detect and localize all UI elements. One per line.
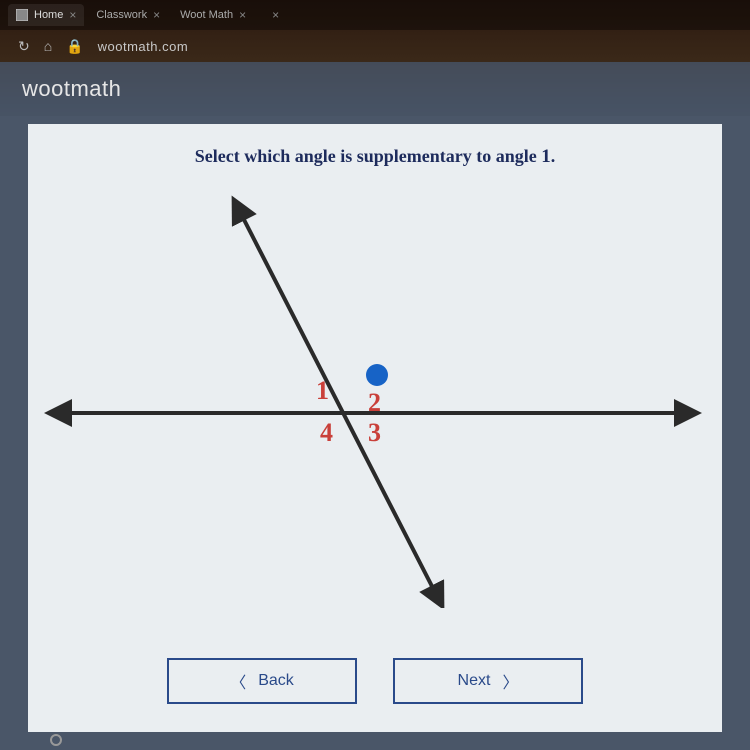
close-icon[interactable]: × xyxy=(69,8,76,22)
angle-label-1[interactable]: 1 xyxy=(316,376,329,406)
address-bar: ↻ ⌂ 🔒 wootmath.com xyxy=(0,30,750,62)
angle-label-2[interactable]: 2 xyxy=(368,388,381,418)
tab-favicon-icon xyxy=(16,9,28,21)
question-text: Select which angle is supplementary to a… xyxy=(28,146,722,168)
browser-tab[interactable]: × xyxy=(258,4,287,26)
browser-tab[interactable]: Woot Math × xyxy=(172,4,254,26)
selection-marker[interactable] xyxy=(366,364,388,386)
question-suffix: . xyxy=(551,146,556,166)
tab-label: Classwork xyxy=(96,9,147,21)
app-title: wootmath xyxy=(22,76,121,102)
url-text[interactable]: wootmath.com xyxy=(98,39,189,54)
oblique-line xyxy=(238,208,438,598)
tab-label: Home xyxy=(34,9,63,21)
lock-icon: 🔒 xyxy=(66,38,83,55)
browser-tab-strip: Home × Classwork × Woot Math × × xyxy=(0,0,750,30)
system-home-icon[interactable] xyxy=(50,734,62,746)
next-label: Next xyxy=(458,672,491,690)
browser-tab[interactable]: Classwork × xyxy=(88,4,168,26)
browser-tab[interactable]: Home × xyxy=(8,4,84,26)
tab-label: Woot Math xyxy=(180,9,233,21)
angle-label-4[interactable]: 4 xyxy=(320,418,333,448)
screen: Home × Classwork × Woot Math × × ↻ ⌂ 🔒 w… xyxy=(0,0,750,750)
next-button[interactable]: Next 〉 xyxy=(393,658,583,704)
home-icon[interactable]: ⌂ xyxy=(44,38,52,54)
question-number: 1 xyxy=(541,146,551,167)
chevron-right-icon: 〉 xyxy=(502,669,518,693)
close-icon[interactable]: × xyxy=(239,8,246,22)
content-card: Select which angle is supplementary to a… xyxy=(28,124,722,732)
angle-diagram[interactable]: 1 2 3 4 xyxy=(28,178,722,608)
back-label: Back xyxy=(258,672,294,690)
close-icon[interactable]: × xyxy=(272,8,279,22)
chevron-left-icon: 〈 xyxy=(230,669,246,693)
close-icon[interactable]: × xyxy=(153,8,160,22)
nav-button-row: 〈 Back Next 〉 xyxy=(28,658,722,704)
back-button[interactable]: 〈 Back xyxy=(167,658,357,704)
question-prefix: Select which angle is supplementary to a… xyxy=(195,146,542,166)
reload-icon[interactable]: ↻ xyxy=(18,38,30,55)
angle-label-3[interactable]: 3 xyxy=(368,418,381,448)
app-header: wootmath xyxy=(0,62,750,116)
